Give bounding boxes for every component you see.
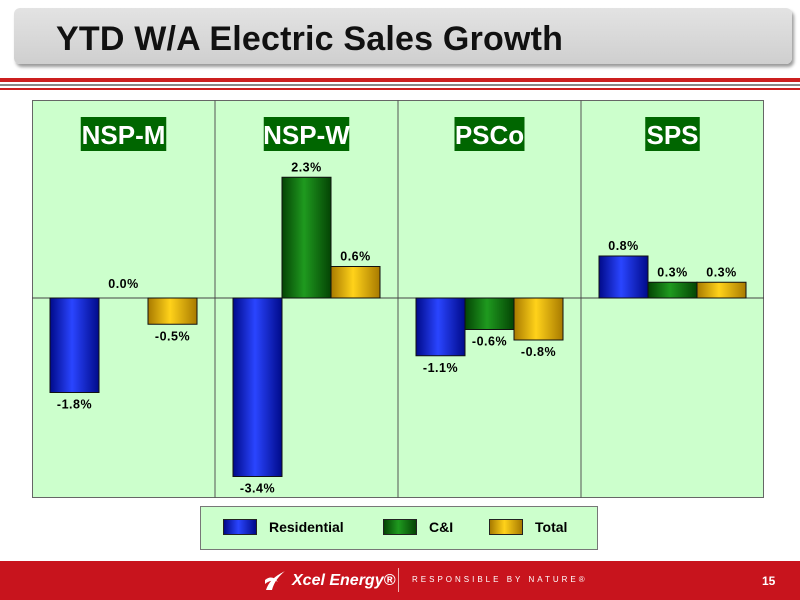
bar-nsp-w-c-i [281,176,332,299]
bar-psco-c-i [464,297,515,330]
bar-chart-svg: NSP-M NSP-W PSCo SPS -1.8% -3.4% -1.1% 0.8% 0.0%… [32,100,764,498]
data-label-nsp-m-total: -0.5% [155,329,190,343]
page-title: YTD W/A Electric Sales Growth [56,20,564,58]
panel-header-nsp-w: NSP-W [263,120,350,150]
panel-header-sps: SPS [646,120,698,150]
bar-nsp-w-total [330,266,381,299]
bar-nsp-m-total [147,297,198,325]
title-bar [14,8,792,64]
bar-nsp-m-residential [49,297,100,393]
data-label-sps-c-i: 0.3% [657,265,688,279]
panel-header-box-sps [645,117,700,151]
legend-swatch-residential [223,519,257,535]
data-label-nsp-w-residential: -3.4% [240,482,275,496]
header-rule-red-thin [0,88,800,90]
legend-label-total: Total [535,519,568,535]
bar-sps-residential [598,255,649,299]
footer-tagline: RESPONSIBLE BY NATURE® [412,575,588,584]
bar-nsp-w-residential [232,297,283,477]
data-label-nsp-w-total: 0.6% [340,250,371,264]
bar-psco-residential [415,297,466,357]
panel-header-box-nsp-w [263,117,350,151]
legend-item-ci: C&I [383,518,453,536]
data-label-nsp-w-c-i: 2.3% [291,160,322,174]
panel-header-box-nsp-m [80,117,167,151]
bar-psco-total [513,297,564,341]
footer-bar [0,561,800,600]
data-label-nsp-m-residential: -1.8% [57,398,92,412]
data-label-psco-c-i: -0.6% [472,335,507,349]
panel-header-box-psco [454,117,525,151]
xcel-flame-icon [265,571,285,590]
panel-header-psco: PSCo [455,120,524,150]
legend-label-ci: C&I [429,519,454,535]
data-label-nsp-m-c-i: 0.0% [108,277,139,291]
page-number: 15 [762,574,776,588]
data-label-psco-total: -0.8% [521,345,556,359]
company-logo: Xcel Energy® [262,568,395,594]
legend-label-residential: Residential [269,519,344,535]
data-label-psco-residential: -1.1% [423,361,458,375]
chart: NSP-M NSP-W PSCo SPS -1.8% -3.4% -1.1% 0.8% 0.0%… [32,100,764,498]
footer-divider [398,568,399,592]
data-label-sps-total: 0.3% [706,265,737,279]
legend-swatch-ci [383,519,417,535]
legend-item-total: Total [489,518,567,536]
legend-item-residential: Residential [223,518,344,536]
data-label-sps-residential: 0.8% [608,239,639,253]
header-rule-grey [0,84,800,86]
legend-swatch-total [489,519,523,535]
logo-text: Xcel Energy® [292,572,396,589]
bar-sps-c-i [647,281,698,299]
bar-sps-total [696,281,747,299]
header-rule-red [0,78,800,82]
panel-header-nsp-m: NSP-M [82,120,166,150]
legend: Residential C&I Total [200,506,598,550]
